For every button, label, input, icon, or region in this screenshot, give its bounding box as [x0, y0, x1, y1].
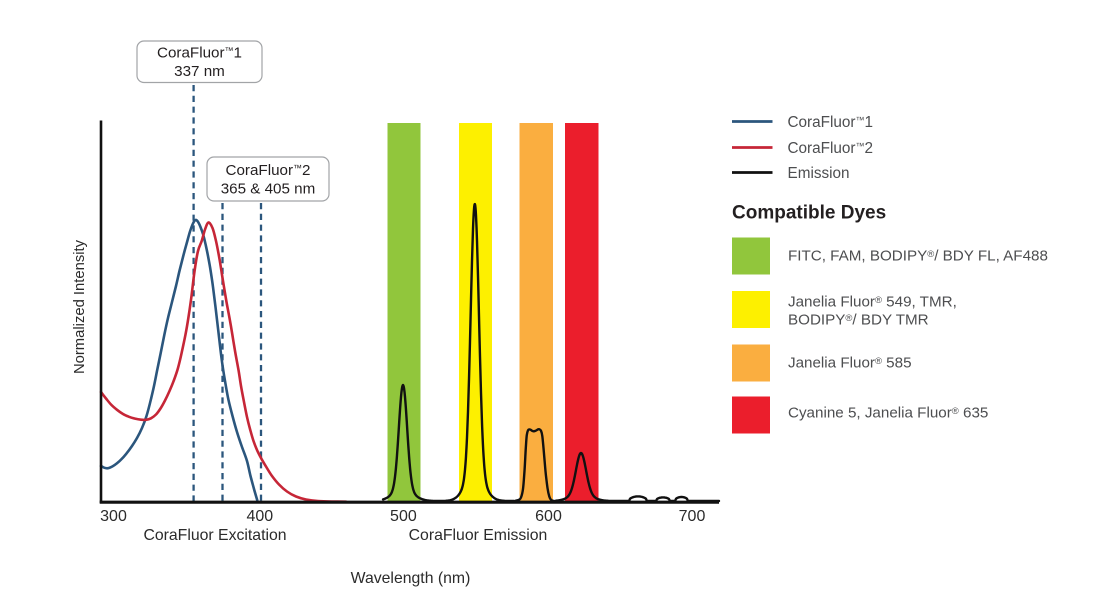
svg-text:CoraFluor™1: CoraFluor™1	[157, 44, 242, 61]
svg-text:CoraFluor Emission: CoraFluor Emission	[409, 527, 548, 544]
svg-text:Emission: Emission	[788, 165, 850, 182]
svg-text:500: 500	[390, 508, 417, 525]
svg-text:400: 400	[246, 508, 273, 525]
svg-text:CoraFluor Excitation: CoraFluor Excitation	[143, 527, 286, 544]
svg-text:CoraFluor™2: CoraFluor™2	[788, 140, 874, 157]
svg-text:CoraFluor™1: CoraFluor™1	[788, 114, 874, 131]
svg-text:FITC, FAM, BODIPY®/ BDY FL, AF: FITC, FAM, BODIPY®/ BDY FL, AF488	[788, 248, 1048, 265]
svg-text:BODIPY®/ BDY TMR: BODIPY®/ BDY TMR	[788, 312, 929, 329]
svg-text:300: 300	[100, 508, 127, 525]
svg-text:Janelia Fluor® 585: Janelia Fluor® 585	[788, 355, 912, 372]
svg-text:600: 600	[535, 508, 562, 525]
svg-text:Cyanine 5, Janelia Fluor® 635: Cyanine 5, Janelia Fluor® 635	[788, 405, 988, 422]
svg-text:700: 700	[679, 508, 706, 525]
svg-text:Janelia Fluor® 549, TMR,: Janelia Fluor® 549, TMR,	[788, 294, 957, 311]
svg-text:CoraFluor™2: CoraFluor™2	[226, 162, 311, 179]
svg-text:337 nm: 337 nm	[174, 63, 225, 80]
svg-text:365 & 405 nm: 365 & 405 nm	[221, 181, 316, 198]
svg-text:Compatible Dyes: Compatible Dyes	[732, 203, 886, 224]
svg-text:Normalized Intensity: Normalized Intensity	[72, 239, 88, 374]
svg-text:Wavelength (nm): Wavelength (nm)	[351, 570, 471, 587]
